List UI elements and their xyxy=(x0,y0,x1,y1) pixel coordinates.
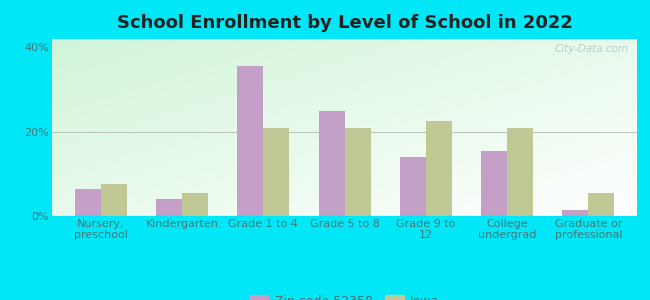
Bar xyxy=(318,111,344,216)
Bar xyxy=(156,199,182,216)
Bar xyxy=(182,193,208,216)
Bar xyxy=(481,151,507,216)
Text: City-Data.com: City-Data.com xyxy=(554,44,628,54)
Bar xyxy=(263,128,289,216)
Bar xyxy=(75,189,101,216)
Bar xyxy=(101,184,127,216)
Bar xyxy=(562,210,588,216)
Bar xyxy=(588,193,614,216)
Bar xyxy=(400,157,426,216)
Legend: Zip code 52358, Iowa: Zip code 52358, Iowa xyxy=(244,290,445,300)
Bar xyxy=(426,121,452,216)
Bar xyxy=(237,66,263,216)
Bar xyxy=(344,128,370,216)
Bar xyxy=(507,128,533,216)
Title: School Enrollment by Level of School in 2022: School Enrollment by Level of School in … xyxy=(116,14,573,32)
